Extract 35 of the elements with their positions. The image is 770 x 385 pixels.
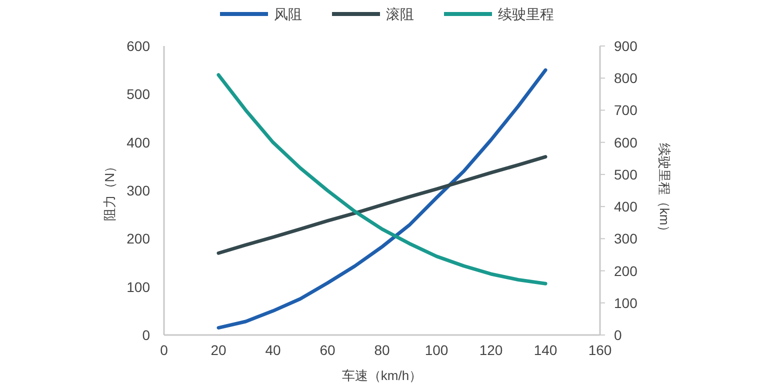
y2-tick-label: 600 xyxy=(614,134,638,150)
line-series xyxy=(216,73,548,286)
x-tick-label: 40 xyxy=(265,342,281,358)
y2-tick-label: 900 xyxy=(614,38,638,54)
y2-tick-label: 300 xyxy=(614,230,638,247)
x-tick-label: 20 xyxy=(210,342,226,358)
y2-tick-label: 100 xyxy=(614,294,638,311)
legend-label: 风阻 xyxy=(274,6,302,22)
y2-tick-label: 700 xyxy=(614,102,638,118)
legend-label: 续驶里程 xyxy=(498,6,554,22)
x-tick-label: 100 xyxy=(424,342,448,358)
y-tick-label: 400 xyxy=(126,134,150,150)
y-tick-label: 300 xyxy=(126,182,150,198)
y-axis-title: 阻力（N） xyxy=(102,160,117,222)
x-tick-label: 160 xyxy=(588,342,612,358)
line-series xyxy=(216,68,548,330)
y-tick-label: 0 xyxy=(142,327,150,343)
y2-tick-label: 800 xyxy=(614,70,638,86)
y-tick-label: 200 xyxy=(126,230,150,247)
y2-tick-label: 200 xyxy=(614,262,638,279)
x-tick-label: 80 xyxy=(374,342,390,358)
x-tick-label: 120 xyxy=(479,342,503,358)
y2-axis-title: 续驶里程（km） xyxy=(657,142,672,238)
y2-tick-label: 400 xyxy=(614,198,638,215)
y2-tick-label: 0 xyxy=(614,327,622,343)
line-series xyxy=(216,155,548,255)
x-tick-label: 140 xyxy=(534,342,558,358)
y2-tick-label: 500 xyxy=(614,166,638,182)
y-tick-label: 500 xyxy=(126,86,150,102)
x-axis-title: 车速（km/h） xyxy=(342,368,422,383)
x-tick-label: 60 xyxy=(320,342,336,358)
legend-label: 滚阻 xyxy=(386,6,414,22)
x-tick-label: 0 xyxy=(160,342,168,358)
y-tick-label: 600 xyxy=(126,38,150,54)
y-tick-label: 100 xyxy=(126,278,150,295)
